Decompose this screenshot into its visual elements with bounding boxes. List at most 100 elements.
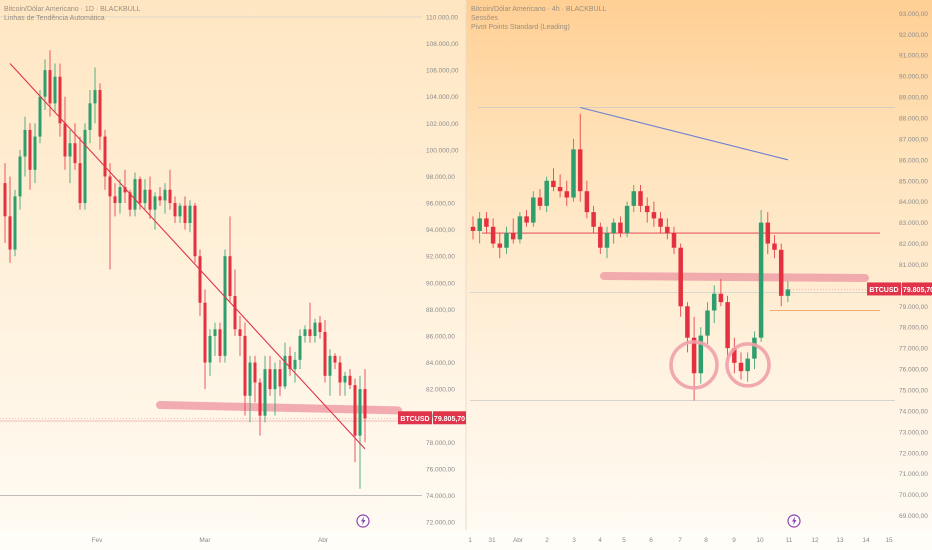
right-candle [624,201,630,238]
left-candle-body [343,375,347,383]
right-candle-body [510,233,516,240]
left-candle-body [138,179,142,204]
left-candle-body [58,76,62,124]
left-y-tick: 82.000,00 [426,387,455,394]
right-y-tick: 79.000,00 [899,304,928,311]
right-candle [477,212,482,244]
left-y-tick: 106.000,00 [426,68,459,75]
right-candle [531,191,536,227]
right-x-label: 1 [468,537,472,544]
left-candle [288,346,292,376]
right-chart-indicator-sessions[interactable]: Sessões [471,15,498,22]
right-candle-body [685,306,690,338]
right-candle-body [772,243,777,250]
right-candle-body [577,149,583,192]
left-candle-body [293,359,297,370]
right-candle-body [644,205,650,213]
right-candle-body [604,233,610,248]
left-y-tick: 74.000,00 [426,493,455,500]
left-candle-body [183,205,187,223]
right-price-badge-price-bg [902,282,932,296]
right-price-badge[interactable]: BTCUSD 79.805,70 [867,282,932,296]
left-candle [198,249,202,317]
right-candle-body [497,243,503,248]
left-candle-body [208,335,212,363]
left-candle [93,67,97,124]
right-candle [732,337,737,374]
right-support-band [600,271,869,283]
left-chart-indicator[interactable]: Linhas de Tendência Automática [4,15,105,22]
left-y-tick: 100.000,00 [426,147,459,154]
right-x-label: 6 [649,537,653,544]
left-support-band [156,401,402,415]
left-candle [28,123,32,190]
right-y-tick: 87.000,00 [899,136,928,143]
left-y-tick: 86.000,00 [426,333,455,340]
left-candle-body [283,355,287,387]
right-candle-body [732,348,737,363]
right-highlight-circle [725,342,771,388]
left-candle-body [123,187,127,193]
right-x-label: 15 [885,537,893,544]
right-candle-body [671,233,677,248]
left-candle [68,129,72,184]
left-candle-body [103,136,107,177]
right-candle-body [618,222,623,234]
left-candle-body [13,196,17,250]
lightning-icon[interactable] [787,514,801,528]
left-candle [248,355,252,423]
right-candle-body [778,249,784,296]
right-x-label: 11 [786,537,793,544]
right-candle-body [598,226,603,248]
left-candle [173,196,177,223]
left-candle [238,316,242,356]
left-candle [18,149,22,210]
left-candle-body [133,179,137,210]
left-candle-body [223,256,227,356]
left-candle [203,289,207,390]
right-candle-body [711,293,717,311]
left-candle-body [143,189,147,204]
right-candle-body [738,362,744,372]
left-candle [233,269,237,336]
right-candle [772,235,777,259]
left-candle-body [63,123,67,157]
right-candle-body [557,187,563,192]
left-candle [98,83,102,150]
right-y-tick: 89.000,00 [899,95,928,102]
left-candle [163,183,167,214]
right-candle-body [591,212,596,227]
right-x-label: 3 [572,537,576,544]
right-candle [745,352,750,382]
right-y-tick: 75.000,00 [899,387,928,394]
right-y-tick: 70.000,00 [899,492,928,499]
left-candle-body [243,335,247,396]
lightning-icon[interactable] [356,514,370,528]
right-candle [470,216,476,240]
left-candle [258,378,262,436]
left-candle-body [308,329,312,336]
left-y-tick: 78.000,00 [426,440,455,447]
right-candle-body [745,358,750,372]
left-candle-body [278,369,282,387]
left-candle-body [3,183,7,217]
right-chart-indicator-pivots[interactable]: Pivot Points Standard (Leading) [471,24,570,31]
left-candle-body [78,163,82,204]
right-x-label: 14 [862,537,870,544]
right-candle-body [571,149,576,198]
right-y-tick: 93.000,00 [899,11,928,18]
right-candle-body [785,289,791,296]
left-candle [188,200,192,233]
left-price-badge-price: 79.805,70 [434,416,465,423]
left-price-badge[interactable]: BTCUSD 79.805,70 [398,411,466,425]
right-x-label: 7 [678,537,682,544]
right-candle [544,176,549,213]
left-y-tick: 72.000,00 [426,520,455,527]
left-candle-body [33,136,37,170]
left-candle-body [128,192,132,210]
lightning-icon-bolt [792,516,797,526]
right-candle [551,168,556,192]
left-candle [273,362,277,416]
right-candle [598,222,603,254]
